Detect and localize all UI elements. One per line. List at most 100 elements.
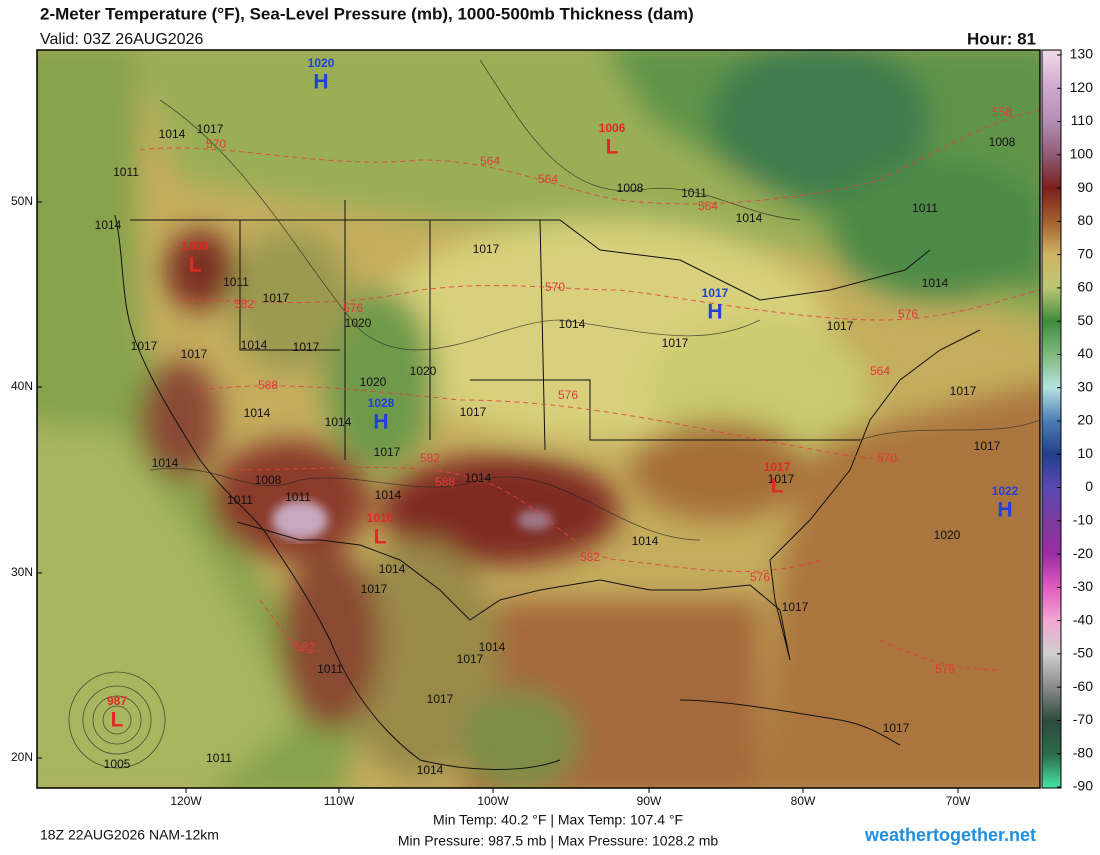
thickness-label: 558 bbox=[992, 105, 1012, 119]
isobar-label: 1011 bbox=[285, 490, 311, 504]
isobar-label: 1014 bbox=[479, 640, 506, 654]
pressure-center-value: 1017 bbox=[764, 460, 791, 474]
isobar-label: 1017 bbox=[181, 347, 208, 361]
isobar-label: 1014 bbox=[465, 471, 492, 485]
valid-time: Valid: 03Z 26AUG2026 bbox=[40, 31, 203, 48]
pressure-center-value: 1017 bbox=[702, 286, 729, 300]
pressure-center-value: 987 bbox=[107, 694, 127, 708]
isobar-label: 1017 bbox=[457, 652, 484, 666]
isobar-label: 1017 bbox=[263, 291, 290, 305]
thickness-label: 582 bbox=[420, 451, 440, 465]
thickness-label: 564 bbox=[698, 199, 718, 213]
colorbar-tick-label: 30 bbox=[1077, 378, 1093, 394]
isobar-label: 1011 bbox=[227, 493, 253, 507]
colorbar-tick-label: 110 bbox=[1071, 112, 1094, 128]
colorbar-tick-label: -60 bbox=[1073, 678, 1093, 694]
colorbar-tick-label: 20 bbox=[1077, 412, 1093, 428]
isobar-label: 1014 bbox=[325, 415, 352, 429]
map-background bbox=[37, 50, 1040, 788]
isobar-label: 1014 bbox=[417, 763, 444, 777]
colorbar-tick-label: -80 bbox=[1073, 744, 1093, 760]
colorbar-tick-label: -90 bbox=[1073, 778, 1093, 794]
isobar-label: 1014 bbox=[736, 211, 763, 225]
isobar-label: 1017 bbox=[662, 336, 689, 350]
thickness-label: 588 bbox=[258, 378, 278, 392]
pressure-range: Min Pressure: 987.5 mb | Max Pressure: 1… bbox=[398, 833, 719, 849]
isobar-label: 1011 bbox=[113, 165, 139, 179]
map-frame bbox=[36, 49, 1041, 789]
isobar-label: 1008 bbox=[255, 473, 282, 487]
colorbar-gradient bbox=[1041, 49, 1062, 789]
pressure-center-value: 1022 bbox=[992, 484, 1019, 498]
colorbar-tick-label: -30 bbox=[1073, 578, 1093, 594]
isobar-label: 1014 bbox=[922, 276, 949, 290]
lon-label: 100W bbox=[477, 794, 509, 808]
thickness-label: 588 bbox=[435, 475, 455, 489]
isobar-label: 1014 bbox=[375, 488, 402, 502]
pressure-center-value: 1016 bbox=[367, 511, 394, 525]
pressure-center-value: 1020 bbox=[308, 56, 335, 70]
isobar-label: 1014 bbox=[559, 317, 586, 331]
pressure-center-value: 1008 bbox=[182, 239, 209, 253]
thickness-label: 576 bbox=[935, 662, 955, 676]
colorbar-tick-label: 70 bbox=[1077, 245, 1093, 261]
thickness-label: 576 bbox=[750, 570, 770, 584]
lon-label: 90W bbox=[637, 794, 662, 808]
colorbar: 1301201101009080706050403020100-10-20-30… bbox=[1041, 46, 1094, 794]
pressure-center-type: H bbox=[313, 71, 328, 94]
lon-label: 110W bbox=[324, 794, 355, 808]
isobar-label: 1011 bbox=[681, 186, 707, 200]
isobar-label: 1017 bbox=[131, 339, 158, 353]
isobar-label: 1017 bbox=[974, 439, 1001, 453]
title: 2-Meter Temperature (°F), Sea-Level Pres… bbox=[40, 4, 694, 23]
lon-label: 70W bbox=[946, 794, 971, 808]
colorbar-tick-label: 50 bbox=[1077, 312, 1093, 328]
pressure-center-value: 1028 bbox=[368, 396, 395, 410]
isobar-label: 1005 bbox=[104, 757, 131, 771]
isobar-label: 1014 bbox=[379, 562, 406, 576]
isobar-label: 1017 bbox=[374, 445, 401, 459]
lat-label: 20N bbox=[11, 750, 33, 764]
map-labels: 50N 40N 30N 20N 120W 110W 100W 90W 80W 70W 570 564 5… bbox=[11, 56, 1019, 808]
pressure-center-type: L bbox=[374, 526, 387, 549]
pressure-center-type: L bbox=[189, 254, 202, 277]
isobar-label: 1014 bbox=[244, 406, 271, 420]
colorbar-tick-label: -20 bbox=[1073, 545, 1093, 561]
colorbar-tick-label: 120 bbox=[1070, 79, 1094, 95]
lat-label: 40N bbox=[11, 379, 33, 393]
isobar-label: 1011 bbox=[912, 201, 938, 215]
pressure-center-type: H bbox=[707, 301, 722, 324]
isobar-label: 1017 bbox=[883, 721, 910, 735]
pressure-center-type: L bbox=[606, 136, 619, 159]
lat-label: 30N bbox=[11, 565, 33, 579]
isobar-label: 1014 bbox=[241, 338, 268, 352]
colorbar-tick-label: 60 bbox=[1077, 279, 1093, 295]
isobar-label: 1020 bbox=[345, 316, 372, 330]
forecast-hour: Hour: 81 bbox=[967, 29, 1036, 48]
pressure-center-type: H bbox=[997, 499, 1012, 522]
isobar-label: 1020 bbox=[410, 364, 437, 378]
isobar-label: 1020 bbox=[360, 375, 387, 389]
colorbar-tick-label: -50 bbox=[1073, 645, 1093, 661]
lon-label: 120W bbox=[170, 794, 202, 808]
isobar-label: 1014 bbox=[152, 456, 179, 470]
isobar-label: 1017 bbox=[768, 472, 795, 486]
thickness-label: 576 bbox=[898, 307, 918, 321]
thickness-label: 570 bbox=[206, 137, 226, 151]
isobar-label: 1017 bbox=[827, 319, 854, 333]
model-run: 18Z 22AUG2026 NAM-12km bbox=[40, 827, 219, 843]
colorbar-tick-label: 0 bbox=[1085, 478, 1093, 494]
isobar-label: 1017 bbox=[950, 384, 977, 398]
isobar-label: 1008 bbox=[989, 135, 1016, 149]
isobar-label: 1011 bbox=[317, 662, 343, 676]
temp-range: Min Temp: 40.2 °F | Max Temp: 107.4 °F bbox=[433, 812, 683, 828]
thickness-label: 582 bbox=[234, 297, 254, 311]
colorbar-tick-label: 10 bbox=[1077, 445, 1093, 461]
isobar-label: 1017 bbox=[782, 600, 809, 614]
isobar-label: 1017 bbox=[460, 405, 487, 419]
isobar-label: 1017 bbox=[473, 242, 500, 256]
brand: weathertogether.net bbox=[864, 825, 1036, 845]
pressure-center-value: 1006 bbox=[599, 121, 626, 135]
colorbar-tick-label: 80 bbox=[1077, 212, 1093, 228]
